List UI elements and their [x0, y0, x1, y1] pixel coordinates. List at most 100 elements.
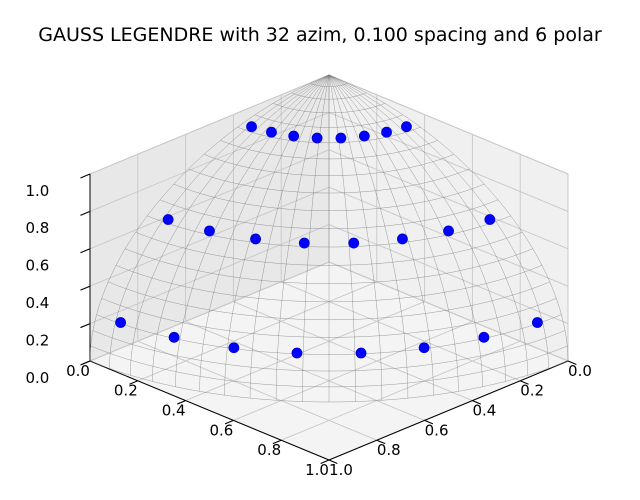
data-point	[418, 342, 430, 354]
z-tick-label: 0.8	[26, 219, 50, 237]
gridline	[328, 186, 569, 287]
wire-parallel	[173, 183, 485, 211]
y-tick-label: 0.0	[66, 362, 90, 380]
x-tick-mark	[567, 360, 577, 365]
y-tick-label: 1.0	[305, 461, 329, 479]
data-point	[311, 132, 323, 144]
wire-parallel	[220, 140, 438, 160]
data-point	[348, 237, 360, 249]
gridline	[328, 224, 569, 325]
wire-parallel	[255, 114, 403, 128]
z-tick-label: 0.4	[26, 294, 50, 312]
x-tick-mark	[424, 419, 434, 425]
x-tick-label: 0.4	[472, 402, 496, 420]
wire-parallel	[108, 281, 550, 321]
gridline	[89, 261, 330, 362]
data-point	[298, 237, 310, 249]
z-tick-label: 0.2	[26, 331, 50, 349]
sphere-wireframe	[89, 74, 569, 403]
data-point	[228, 342, 240, 354]
data-point	[401, 121, 412, 133]
wire-parallel	[159, 199, 499, 229]
gridline	[328, 149, 569, 250]
data-point	[168, 331, 180, 343]
z-tick-mark	[80, 173, 91, 179]
x-tick-label: 0.0	[568, 362, 592, 380]
data-point	[355, 347, 367, 359]
axis-ticks: 0.0 0.2 0.4 0.6 0.8 1.0 0.0 0.2 0.4 0.6 0.8 1.0 0.0 0…	[26, 173, 592, 479]
data-point	[381, 126, 392, 138]
data-point	[335, 132, 347, 144]
wire-parallel	[125, 248, 533, 284]
gridline	[89, 74, 330, 175]
wire-parallel	[101, 298, 557, 338]
data-point	[291, 347, 303, 359]
data-point	[358, 130, 370, 142]
data-point	[115, 317, 127, 328]
wire-parallel	[188, 168, 470, 194]
data-point	[288, 130, 300, 142]
wire-parallel	[135, 231, 523, 266]
gridline	[137, 340, 377, 441]
gridline	[89, 111, 330, 212]
gridline	[89, 186, 330, 287]
data-point	[162, 214, 174, 225]
y-tick-label: 0.2	[114, 382, 138, 400]
x-tick-mark	[519, 380, 529, 385]
z-tick-label: 1.0	[26, 182, 50, 200]
data-point	[478, 331, 490, 343]
y-tick-label: 0.4	[162, 402, 186, 420]
x-tick-mark	[328, 459, 338, 464]
gridline	[185, 320, 425, 421]
gridline	[185, 301, 425, 402]
z-tick-mark	[80, 210, 91, 216]
x-tick-label: 0.6	[425, 421, 449, 439]
z-tick-mark	[80, 360, 91, 366]
x-tick-mark	[376, 439, 386, 445]
wire-parallel	[273, 103, 385, 114]
data-point	[266, 126, 277, 138]
wire-parallel	[204, 154, 454, 176]
x-axis-line	[328, 360, 569, 461]
z-tick-mark	[80, 285, 91, 291]
x-tick-label: 1.0	[329, 461, 353, 479]
gridline	[328, 261, 569, 362]
gridline	[328, 111, 569, 212]
wire-parallel	[147, 215, 511, 248]
gridline	[328, 74, 569, 175]
gridline	[137, 281, 377, 382]
y-tick-mark	[224, 419, 234, 425]
wire-parallel	[89, 360, 569, 403]
data-point	[246, 121, 257, 133]
gridline	[89, 224, 330, 325]
y-tick-mark	[272, 439, 282, 445]
z-tick-label: 0.0	[26, 369, 50, 387]
z-tick-mark	[80, 248, 91, 254]
gridline	[233, 320, 473, 421]
wire-parallel	[92, 330, 566, 372]
wire-parallel	[237, 126, 421, 144]
z-tick-label: 0.6	[26, 257, 50, 275]
y-axis-line	[89, 360, 330, 461]
data-point	[484, 214, 496, 225]
chart-title: GAUSS LEGENDRE with 32 azim, 0.100 spaci…	[38, 24, 602, 46]
y-tick-label: 0.6	[210, 421, 234, 439]
data-point	[250, 233, 261, 245]
x-tick-label: 0.2	[520, 382, 544, 400]
quadrature-points	[115, 121, 543, 359]
gridline	[281, 340, 521, 441]
data-point	[204, 225, 215, 237]
gridline	[89, 149, 330, 250]
x-tick-mark	[472, 400, 481, 405]
data-point	[531, 317, 543, 328]
data-point	[443, 225, 454, 237]
gridline	[233, 301, 473, 402]
wire-parallel	[90, 345, 568, 388]
wire-parallel	[96, 314, 562, 355]
y-tick-mark	[177, 400, 186, 405]
wire-parallel	[115, 265, 543, 303]
data-point	[397, 233, 408, 245]
x-tick-label: 0.8	[377, 441, 401, 459]
y-tick-mark	[129, 380, 139, 385]
